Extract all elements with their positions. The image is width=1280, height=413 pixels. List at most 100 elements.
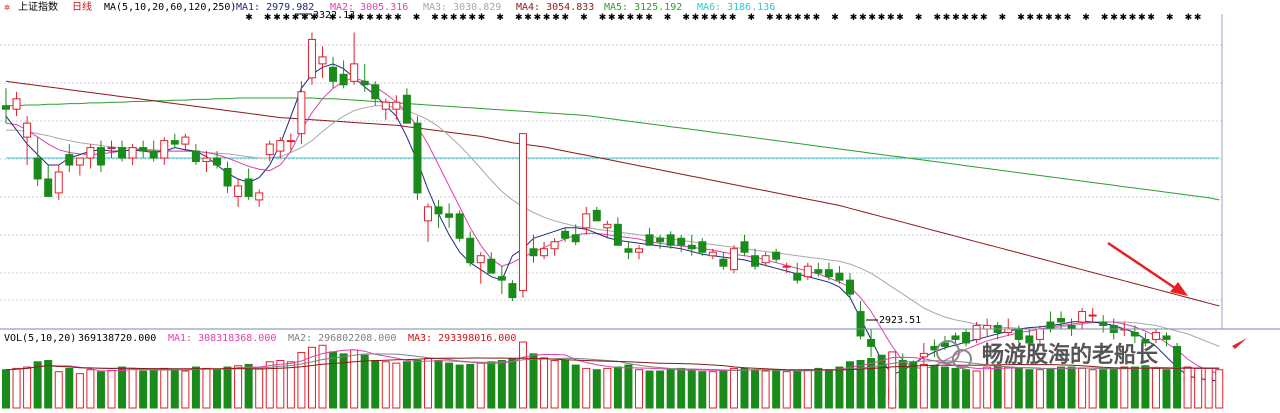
- candle-body: [497, 276, 506, 281]
- candle-body: [729, 248, 738, 271]
- event-marker: ✱: [301, 13, 309, 23]
- event-marker: ✱: [915, 13, 923, 23]
- candle: [824, 262, 833, 281]
- event-marker: ✱: [952, 13, 960, 23]
- event-marker: ✱: [794, 13, 802, 23]
- candle-body: [118, 147, 127, 159]
- candle-body: [708, 251, 717, 257]
- event-marker: ✱: [348, 13, 356, 23]
- candle-body: [286, 140, 295, 143]
- candle: [635, 245, 643, 260]
- high-label: 3322.13: [313, 10, 355, 21]
- event-marker: ✱: [971, 13, 979, 23]
- trend-arrow: [1107, 241, 1188, 296]
- candle-body: [191, 150, 200, 163]
- volume-bar: [107, 369, 116, 409]
- volume-bar: [888, 351, 897, 409]
- volume-bar: [540, 357, 549, 409]
- candle-body: [529, 248, 538, 257]
- volume-bars: [2, 341, 1224, 409]
- gear-icon[interactable]: ✲: [4, 2, 10, 13]
- volume-bar: [1035, 369, 1044, 409]
- volume-bar: [402, 361, 411, 409]
- candle: [445, 203, 454, 228]
- candle-body: [413, 122, 422, 194]
- candle: [645, 227, 654, 246]
- volume-bar: [23, 366, 32, 409]
- volume-bar: [434, 359, 443, 409]
- volume-bar: [740, 367, 749, 409]
- candle: [592, 206, 601, 222]
- event-marker: ✱: [1166, 13, 1174, 23]
- candle-body: [392, 101, 401, 110]
- candle: [919, 342, 928, 368]
- volume-bar: [255, 367, 264, 409]
- volume-bar: [592, 369, 601, 409]
- event-marker: ✱: [469, 13, 477, 23]
- candle: [1088, 308, 1097, 322]
- high-annotation: 3322.13: [296, 10, 355, 21]
- candle: [424, 203, 432, 242]
- volume-bar: [244, 363, 253, 409]
- candle-body: [561, 230, 570, 239]
- volume-bar: [518, 341, 527, 409]
- volume-bar: [181, 370, 190, 409]
- volume-bar: [930, 365, 939, 409]
- event-marker: ✱: [664, 13, 672, 23]
- candle: [360, 63, 369, 92]
- candle: [729, 245, 738, 274]
- candle-body: [44, 178, 53, 197]
- event-marker: ✱: [682, 13, 690, 23]
- candle-body: [666, 234, 675, 246]
- volume-bar: [1151, 367, 1160, 409]
- event-marker: ✱: [599, 13, 607, 23]
- candle-body: [1067, 324, 1076, 330]
- vol-ma2-readout: MA2: 296802208.000: [288, 333, 396, 344]
- candle: [307, 32, 316, 85]
- event-marker: ✱: [645, 13, 653, 23]
- event-marker: ✱: [357, 13, 365, 23]
- event-marker: ✱: [868, 13, 876, 23]
- event-marker: ✱: [887, 13, 895, 23]
- volume-bar: [12, 367, 21, 409]
- volume-bar: [793, 370, 802, 409]
- candle: [1130, 325, 1139, 343]
- candle: [497, 266, 506, 295]
- candle-body: [297, 91, 306, 135]
- volume-bar: [962, 369, 971, 409]
- event-marker: ✱: [785, 13, 793, 23]
- candle: [624, 241, 633, 260]
- event-marker: ✱: [701, 13, 709, 23]
- volume-bar: [276, 359, 285, 409]
- candle-body: [803, 265, 812, 278]
- candle: [223, 161, 232, 193]
- volume-bar: [1099, 369, 1108, 409]
- volume-bar: [613, 366, 622, 409]
- candle: [65, 144, 74, 172]
- candles: [2, 32, 1213, 410]
- volume-bar: [307, 346, 316, 409]
- event-marker: ✱: [980, 13, 988, 23]
- event-marker: ✱: [1185, 13, 1193, 23]
- volume-bar: [635, 369, 643, 409]
- candle-body: [75, 157, 84, 166]
- event-marker: ✱: [1017, 13, 1025, 23]
- volume-bar: [297, 352, 306, 409]
- candle: [213, 151, 221, 169]
- volume-bar: [550, 359, 559, 409]
- candle-body: [202, 157, 211, 163]
- candle-body: [1025, 335, 1034, 344]
- candle: [466, 231, 475, 267]
- event-marker: ✱: [292, 13, 300, 23]
- event-marker: ✱: [803, 13, 811, 23]
- period-label[interactable]: 日线: [72, 0, 92, 13]
- candle-body: [424, 206, 432, 222]
- candle-body: [508, 283, 517, 299]
- candle: [793, 262, 802, 284]
- volume-header: VOL(5,10,20) 369138720.000 MA1: 30831836…: [4, 333, 516, 344]
- candle: [96, 140, 105, 172]
- candle: [339, 60, 348, 89]
- low-label: 2923.51: [879, 315, 921, 326]
- candle-body: [1014, 328, 1023, 340]
